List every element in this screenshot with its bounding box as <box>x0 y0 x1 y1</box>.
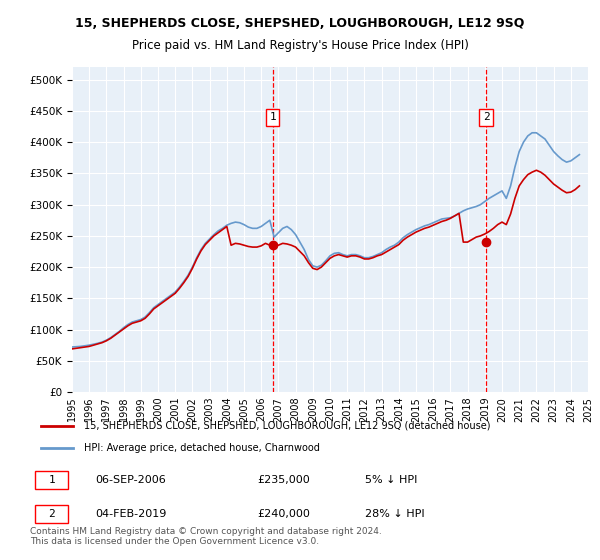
Text: 2: 2 <box>483 112 490 122</box>
Text: 2: 2 <box>48 508 55 519</box>
Text: 06-SEP-2006: 06-SEP-2006 <box>95 475 166 486</box>
Text: Contains HM Land Registry data © Crown copyright and database right 2024.
This d: Contains HM Land Registry data © Crown c… <box>30 526 382 546</box>
Text: 5% ↓ HPI: 5% ↓ HPI <box>365 475 417 486</box>
FancyBboxPatch shape <box>35 505 68 523</box>
Text: £240,000: £240,000 <box>257 508 310 519</box>
Text: Price paid vs. HM Land Registry's House Price Index (HPI): Price paid vs. HM Land Registry's House … <box>131 39 469 52</box>
Text: 1: 1 <box>48 475 55 486</box>
Text: 15, SHEPHERDS CLOSE, SHEPSHED, LOUGHBOROUGH, LE12 9SQ (detached house): 15, SHEPHERDS CLOSE, SHEPSHED, LOUGHBORO… <box>84 421 491 431</box>
Text: HPI: Average price, detached house, Charnwood: HPI: Average price, detached house, Char… <box>84 443 320 453</box>
Text: 28% ↓ HPI: 28% ↓ HPI <box>365 508 424 519</box>
Text: 04-FEB-2019: 04-FEB-2019 <box>95 508 166 519</box>
Text: 15, SHEPHERDS CLOSE, SHEPSHED, LOUGHBOROUGH, LE12 9SQ: 15, SHEPHERDS CLOSE, SHEPSHED, LOUGHBORO… <box>76 17 524 30</box>
Text: £235,000: £235,000 <box>257 475 310 486</box>
FancyBboxPatch shape <box>35 472 68 489</box>
Text: 1: 1 <box>269 112 276 122</box>
